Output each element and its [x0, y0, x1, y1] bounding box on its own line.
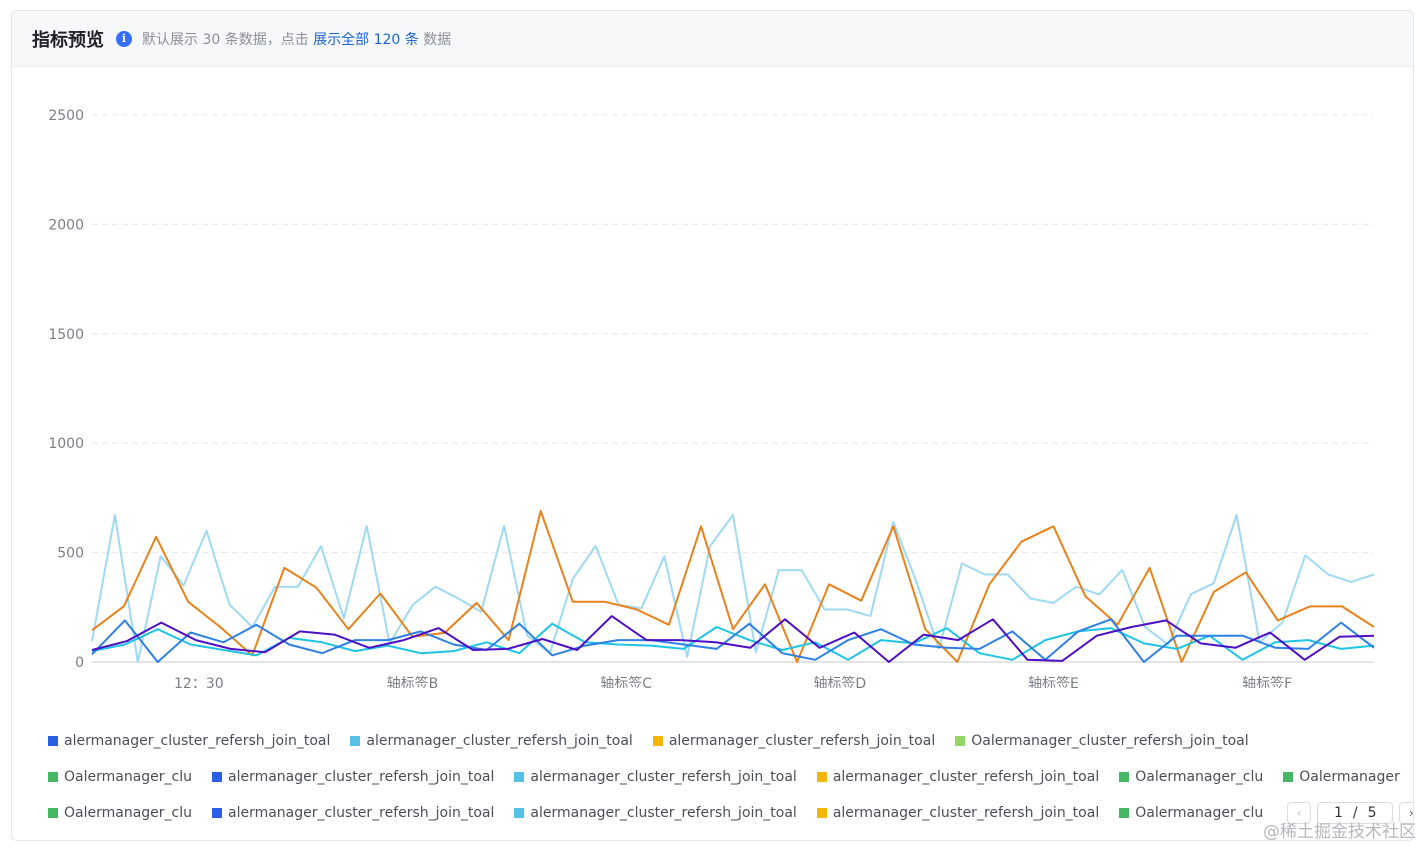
legend-item[interactable]: Oalermanager	[1283, 769, 1400, 785]
legend-label: Oalermanager_cluster_refersh_join_toal	[971, 733, 1249, 749]
show-all-link[interactable]: 展示全部 120 条	[313, 31, 419, 48]
legend-item[interactable]: alermanager_cluster_refersh_join_toal	[514, 805, 797, 821]
x-tick-label: 轴标签E	[1028, 675, 1079, 688]
legend-swatch	[1283, 772, 1294, 782]
series-line-1[interactable]	[91, 510, 1375, 663]
y-tick-label: 1000	[48, 436, 84, 452]
watermark: @稀土掘金技术社区	[1263, 822, 1416, 842]
y-tick-label: 2000	[48, 217, 84, 233]
legend-swatch	[816, 808, 827, 818]
series-line-2[interactable]	[91, 622, 1375, 661]
x-tick-label: 轴标签C	[600, 675, 652, 688]
chevron-left-icon[interactable]: ‹	[1287, 802, 1312, 824]
legend-swatch	[1119, 772, 1130, 782]
legend-label: Oalermanager_clu	[64, 769, 192, 785]
legend-swatch	[955, 736, 966, 746]
legend-item[interactable]: Oalermanager_clu	[1119, 805, 1263, 821]
legend-swatch	[48, 736, 58, 746]
legend-label: alermanager_cluster_refersh_join_toal	[530, 769, 797, 785]
legend-swatch	[514, 808, 525, 818]
total-pages: 5	[1367, 805, 1377, 821]
legend-label: alermanager_cluster_refersh_join_toal	[64, 733, 331, 749]
legend-swatch	[1119, 808, 1130, 818]
legend-label: alermanager_cluster_refersh_join_toal	[668, 733, 936, 749]
x-tick-label: 轴标签D	[813, 675, 866, 688]
card-header: 指标预览 i 默认展示 30 条数据，点击 展示全部 120 条 数据	[12, 11, 1413, 67]
line-chart: 0 500 1000 1500 2000 2500 12：30 轴标签B 轴标签C 轴标签D 轴标签…	[12, 68, 1413, 692]
series-line-4[interactable]	[91, 615, 1375, 663]
series-line-3[interactable]	[91, 618, 1375, 663]
legend-item[interactable]: alermanager_cluster_refersh_join_toal	[816, 769, 1100, 785]
legend-item[interactable]: Oalermanager_clu	[48, 769, 192, 785]
legend-label: Oalermanager_clu	[1135, 769, 1264, 785]
page-indicator: 1 / 5	[1317, 802, 1394, 824]
x-tick-label: 12：30	[174, 676, 224, 688]
legend-swatch	[514, 772, 525, 782]
x-tick-label: 轴标签F	[1242, 675, 1292, 688]
legend-swatch	[212, 772, 222, 782]
legend-item[interactable]: alermanager_cluster_refersh_join_toal	[350, 733, 633, 749]
series-line-0[interactable]	[91, 514, 1375, 663]
legend-label: alermanager_cluster_refersh_join_toal	[366, 733, 633, 749]
legend-item[interactable]: Oalermanager_clu	[1119, 769, 1263, 785]
legend-item[interactable]: alermanager_cluster_refersh_join_toal	[48, 733, 330, 749]
info-icon[interactable]: i	[116, 30, 132, 47]
header-description: 默认展示 30 条数据，点击 展示全部 120 条 数据	[142, 29, 451, 49]
legend-swatch	[816, 772, 827, 782]
legend-label: Oalermanager_clu	[64, 805, 192, 821]
legend-item[interactable]: alermanager_cluster_refersh_join_toal	[816, 805, 1100, 821]
legend-item[interactable]: alermanager_cluster_refersh_join_toal	[652, 733, 936, 749]
legend-label: Oalermanager	[1299, 769, 1400, 785]
chevron-right-icon[interactable]: ›	[1399, 802, 1413, 824]
y-tick-label: 2500	[48, 108, 84, 124]
legend-swatch	[48, 772, 58, 782]
legend-label: alermanager_cluster_refersh_join_toal	[832, 805, 1100, 821]
metrics-preview-card: 指标预览 i 默认展示 30 条数据，点击 展示全部 120 条 数据 0 500…	[11, 10, 1414, 841]
legend-row: Oalermanager_clu alermanager_cluster_refe…	[48, 759, 1400, 795]
legend-swatch	[350, 736, 361, 746]
desc-prefix: 默认展示 30 条数据，点击	[142, 31, 309, 48]
legend-row: alermanager_cluster_refersh_join_toal ale…	[48, 723, 1388, 759]
legend-label: alermanager_cluster_refersh_join_toal	[832, 769, 1100, 785]
y-tick-label: 500	[57, 546, 84, 562]
chart-svg: 0 500 1000 1500 2000 2500 12：30 轴标签B 轴标签C 轴标签D 轴标签…	[48, 108, 1375, 692]
page-title: 指标预览	[32, 29, 104, 51]
legend-item[interactable]: Oalermanager_clu	[48, 805, 192, 821]
current-page: 1	[1333, 805, 1343, 821]
y-tick-label: 0	[75, 655, 84, 671]
legend-item[interactable]: alermanager_cluster_refersh_join_toal	[212, 769, 494, 785]
legend-item[interactable]: alermanager_cluster_refersh_join_toal	[212, 805, 494, 821]
legend-swatch	[652, 736, 663, 746]
legend-swatch	[48, 808, 58, 818]
legend-pager: ‹ 1 / 5 ›	[1287, 802, 1413, 824]
legend-item[interactable]: alermanager_cluster_refersh_join_toal	[514, 769, 797, 785]
y-tick-label: 1500	[48, 327, 84, 343]
legend-label: Oalermanager_clu	[1135, 805, 1264, 821]
legend-label: alermanager_cluster_refersh_join_toal	[228, 769, 495, 785]
page-separator: /	[1352, 805, 1358, 821]
x-tick-label: 轴标签B	[387, 675, 439, 688]
legend-label: alermanager_cluster_refersh_join_toal	[530, 805, 797, 821]
legend-row: Oalermanager_clu alermanager_cluster_refe…	[48, 795, 1413, 831]
legend-label: alermanager_cluster_refersh_join_toal	[228, 805, 495, 821]
legend-item[interactable]: Oalermanager_cluster_refersh_join_toal	[955, 733, 1249, 749]
desc-suffix: 数据	[423, 31, 452, 48]
legend-swatch	[212, 808, 222, 818]
